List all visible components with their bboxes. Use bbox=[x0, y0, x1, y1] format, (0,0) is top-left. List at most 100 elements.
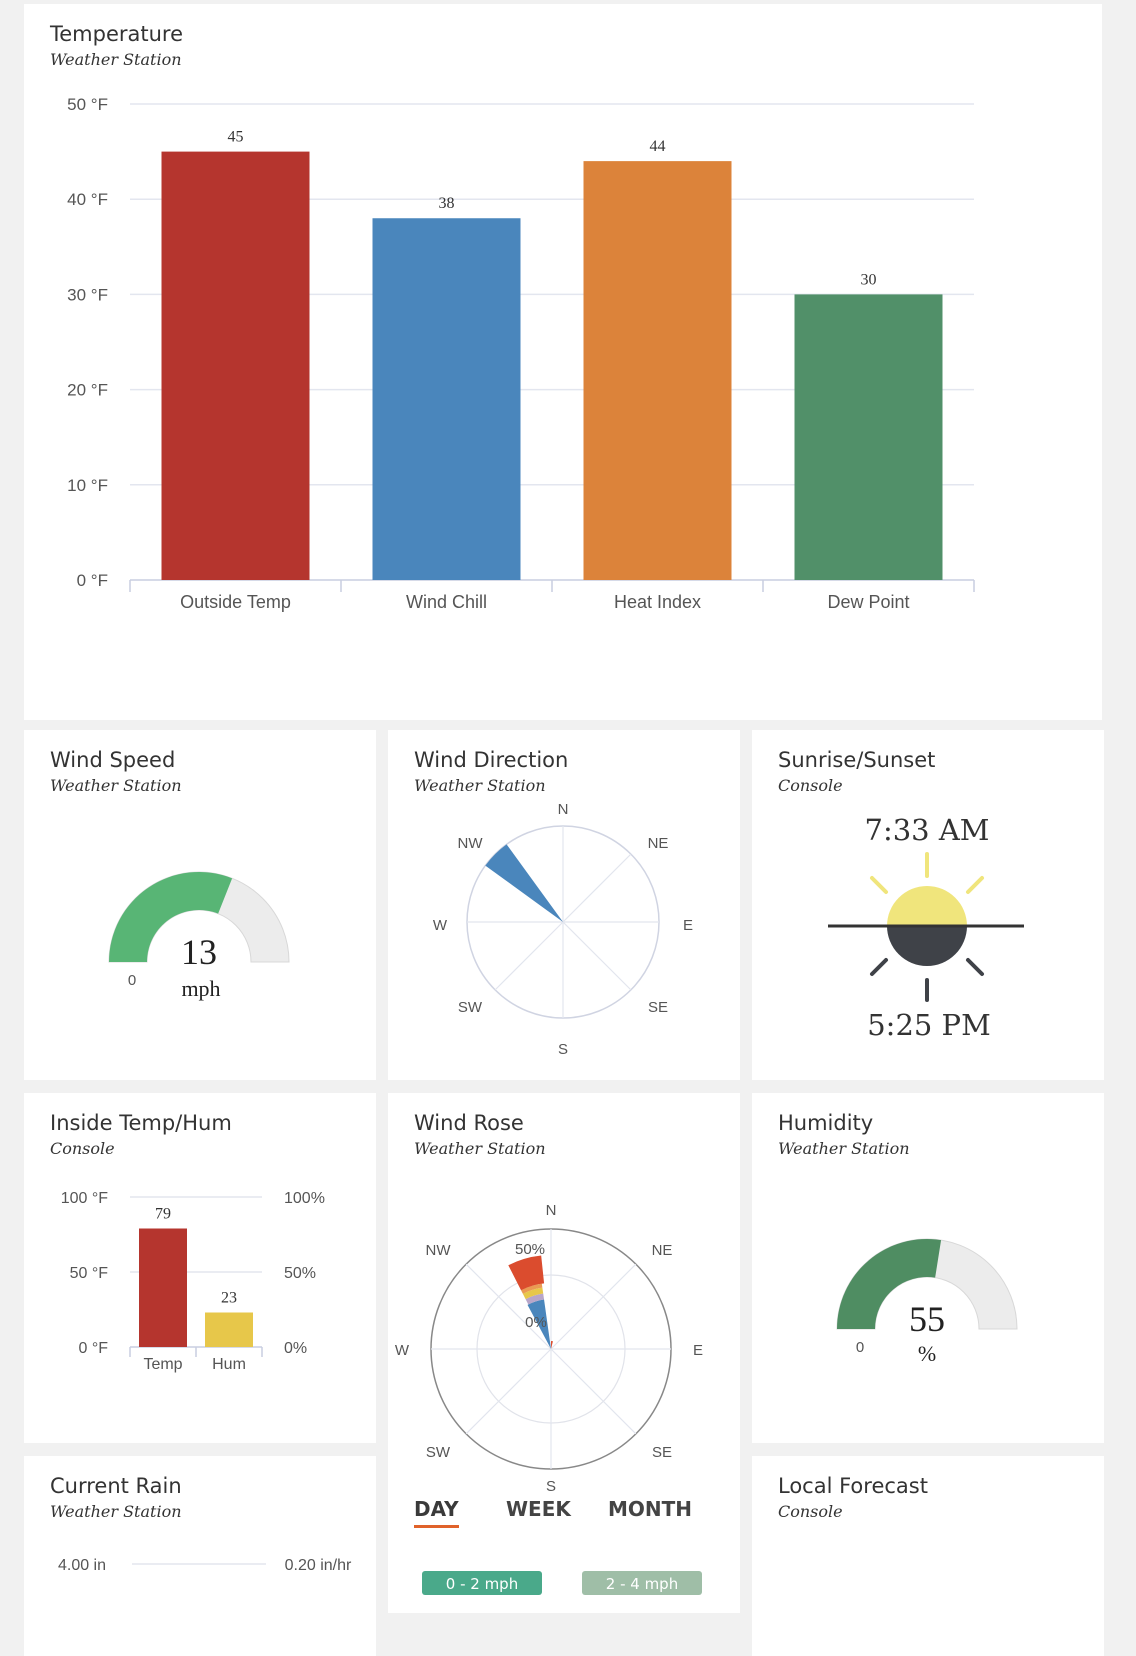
wind-direction-wedge bbox=[485, 844, 563, 922]
card-title: Wind Speed bbox=[50, 748, 176, 772]
x-tick-label: Dew Point bbox=[827, 592, 909, 612]
card-title: Wind Direction bbox=[414, 748, 569, 772]
rose-label-n: N bbox=[546, 1202, 557, 1219]
sunrise-time: 7:33 AM bbox=[865, 813, 990, 847]
left-tick-label: 50 °F bbox=[70, 1265, 109, 1282]
rose-segment-yellow bbox=[522, 1287, 544, 1300]
bar-data-label: 38 bbox=[439, 195, 455, 212]
right-tick-label: 100% bbox=[284, 1190, 325, 1207]
card-title: Wind Rose bbox=[414, 1111, 524, 1135]
sun-graphic: 7:33 AM 5:25 PM bbox=[828, 813, 1024, 1042]
rose-label-nw: NW bbox=[426, 1242, 452, 1259]
period-tabs: DAY WEEK MONTH bbox=[414, 1497, 714, 1531]
bar-wind-chill[interactable] bbox=[372, 218, 521, 581]
bar-outside-temp[interactable] bbox=[161, 151, 310, 580]
wind-direction-card: Wind Direction Weather Station N NE E SE S SW… bbox=[388, 730, 740, 1080]
compass-label-s: S bbox=[558, 1041, 568, 1058]
compass-spoke bbox=[562, 921, 632, 991]
x-tick-label: Outside Temp bbox=[180, 592, 291, 612]
bar-data-label: 44 bbox=[650, 138, 666, 155]
x-tick-label: Temp bbox=[143, 1356, 182, 1373]
bar-data-label: 30 bbox=[861, 271, 877, 288]
compass-spoke bbox=[494, 921, 564, 991]
wind-speed-card: Wind Speed Weather Station 13 mph 0 bbox=[24, 730, 376, 1080]
card-title: Sunrise/Sunset bbox=[778, 748, 936, 772]
rose-spoke bbox=[550, 1263, 637, 1350]
legend-2-4-mph[interactable]: 2 - 4 mph bbox=[582, 1571, 702, 1595]
tab-month[interactable]: MONTH bbox=[608, 1497, 693, 1521]
rose-label-s: S bbox=[546, 1478, 556, 1495]
card-title: Local Forecast bbox=[778, 1474, 928, 1498]
compass-spoke bbox=[562, 853, 632, 923]
rose-label-w: W bbox=[395, 1342, 410, 1359]
sunrise-sunset-card: Sunrise/Sunset Console 7:33 AM 5:25 PM bbox=[752, 730, 1104, 1080]
rose-label-ne: NE bbox=[652, 1242, 673, 1259]
x-tick-label: Wind Chill bbox=[406, 592, 487, 612]
rose-spoke bbox=[465, 1263, 552, 1350]
bar-dew-point[interactable] bbox=[794, 294, 943, 580]
rose-segment-lavender bbox=[525, 1293, 545, 1305]
gauge-fill bbox=[109, 872, 233, 962]
sun-ray-icon bbox=[870, 852, 984, 894]
card-subtitle: Console bbox=[50, 1139, 115, 1158]
rose-segment-orange bbox=[521, 1283, 543, 1294]
temperature-chart: 0 °F 10 °F 20 °F 30 °F 40 °F 50 °F 45 Outside T… bbox=[67, 95, 975, 612]
legend-0-2-mph[interactable]: 0 - 2 mph bbox=[422, 1571, 542, 1595]
compass-label-se: SE bbox=[648, 999, 668, 1016]
rose-label-e: E bbox=[693, 1342, 703, 1359]
compass-label-n: N bbox=[558, 801, 569, 818]
wind-rose-card: Wind Rose Weather Station N NE E SE S SW W NW 50… bbox=[388, 1093, 740, 1613]
card-subtitle: Weather Station bbox=[50, 1502, 182, 1521]
card-title: Inside Temp/Hum bbox=[50, 1111, 232, 1135]
card-subtitle: Weather Station bbox=[778, 1139, 910, 1158]
gauge-min-label: 0 bbox=[128, 972, 136, 989]
local-forecast-card: Local Forecast Console bbox=[752, 1456, 1104, 1656]
humidity-gauge: 55 % 0 bbox=[836, 1238, 1018, 1366]
rose-label-se: SE bbox=[652, 1444, 672, 1461]
y-tick-label: 50 °F bbox=[67, 95, 108, 114]
inside-chart: 0 °F 0% 50 °F 50% 100 °F 100% 79 Temp 23 Hum bbox=[61, 1190, 325, 1373]
rain-left-tick: 4.00 in bbox=[58, 1557, 106, 1574]
y-tick-label: 40 °F bbox=[67, 190, 108, 209]
current-rain-card: Current Rain Weather Station 4.00 in 0.2… bbox=[24, 1456, 376, 1656]
rose-segment-blue bbox=[527, 1299, 551, 1349]
rose-spoke bbox=[465, 1348, 552, 1435]
rose-ring-label: 50% bbox=[515, 1241, 545, 1258]
rose-ring-label: 0% bbox=[525, 1314, 547, 1331]
y-tick-label: 20 °F bbox=[67, 381, 108, 400]
wind-speed-gauge: 13 mph 0 bbox=[108, 871, 290, 1001]
temperature-card: Temperature Weather Station 0 °F 10 °F 20 … bbox=[24, 4, 1102, 720]
left-tick-label: 0 °F bbox=[78, 1340, 108, 1357]
y-tick-label: 0 °F bbox=[77, 571, 108, 590]
compass-label-sw: SW bbox=[458, 999, 483, 1016]
compass-label-e: E bbox=[683, 917, 693, 934]
sun-lower-half-icon bbox=[887, 926, 967, 966]
bar-temp[interactable] bbox=[139, 1228, 187, 1348]
tab-day[interactable]: DAY bbox=[414, 1497, 459, 1528]
gauge-value: 13 bbox=[181, 932, 217, 972]
bar-data-label: 45 bbox=[228, 129, 244, 146]
card-title: Temperature bbox=[50, 22, 184, 46]
rose-segment-small bbox=[551, 1341, 553, 1349]
bar-hum[interactable] bbox=[205, 1312, 253, 1348]
tab-week[interactable]: WEEK bbox=[506, 1497, 571, 1521]
rain-chart: 4.00 in 0.20 in/hr bbox=[58, 1557, 352, 1574]
gauge-fill bbox=[837, 1239, 942, 1329]
right-tick-label: 0% bbox=[284, 1340, 307, 1357]
x-tick-label: Hum bbox=[212, 1356, 246, 1373]
y-tick-label: 30 °F bbox=[67, 285, 108, 304]
compass-label-nw: NW bbox=[458, 835, 484, 852]
bar-data-label: 79 bbox=[155, 1206, 171, 1223]
card-subtitle: Weather Station bbox=[50, 776, 182, 795]
card-subtitle: Weather Station bbox=[50, 50, 182, 69]
card-subtitle: Weather Station bbox=[414, 776, 546, 795]
gauge-unit: mph bbox=[181, 976, 220, 1001]
y-tick-label: 10 °F bbox=[67, 476, 108, 495]
card-subtitle: Console bbox=[778, 1502, 843, 1521]
right-tick-label: 50% bbox=[284, 1265, 316, 1282]
bar-heat-index[interactable] bbox=[583, 161, 732, 580]
card-subtitle: Weather Station bbox=[414, 1139, 546, 1158]
compass-label-ne: NE bbox=[648, 835, 669, 852]
sun-lower-ray-icon bbox=[870, 958, 984, 1002]
wind-direction-compass: N NE E SE S SW W NW bbox=[433, 801, 693, 1058]
